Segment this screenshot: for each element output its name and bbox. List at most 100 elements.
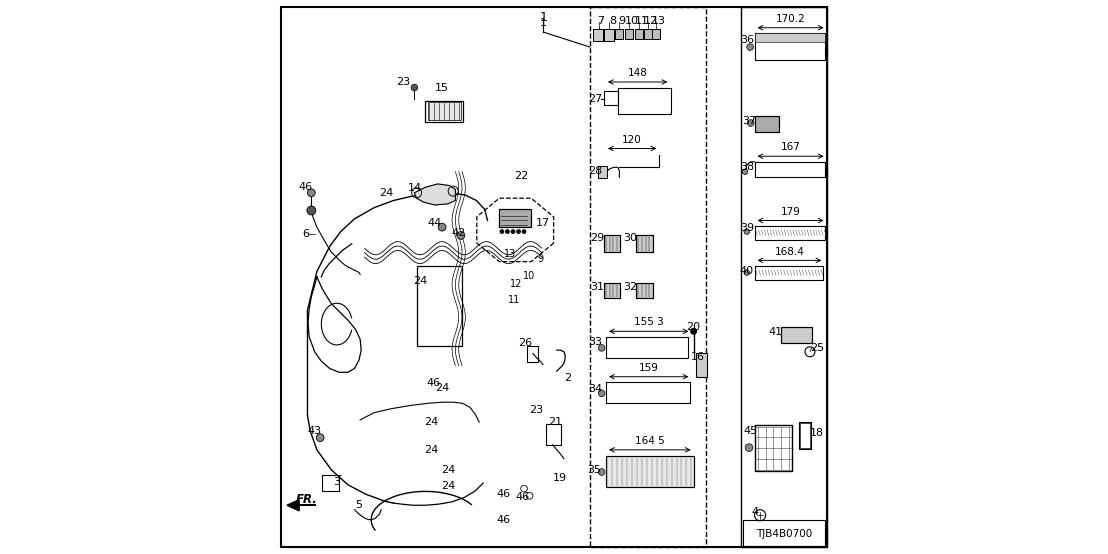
- Circle shape: [745, 229, 749, 234]
- Bar: [604, 91, 618, 105]
- Text: 35: 35: [587, 465, 601, 475]
- Text: 34: 34: [588, 384, 603, 394]
- Text: 1: 1: [540, 18, 546, 28]
- Circle shape: [598, 345, 605, 351]
- Text: 1: 1: [540, 11, 547, 24]
- Bar: [755, 425, 792, 471]
- Bar: [652, 29, 660, 39]
- Text: 14: 14: [408, 183, 421, 193]
- Text: 24: 24: [424, 417, 438, 427]
- Text: 168.4: 168.4: [774, 247, 804, 257]
- Circle shape: [501, 230, 503, 233]
- Text: 27: 27: [588, 94, 603, 104]
- Circle shape: [523, 230, 526, 233]
- Text: 8: 8: [609, 16, 616, 26]
- Bar: [417, 266, 462, 346]
- Text: 155 3: 155 3: [634, 317, 664, 327]
- Text: 2: 2: [564, 373, 571, 383]
- Bar: [604, 283, 620, 298]
- Bar: [425, 101, 463, 122]
- Bar: [799, 422, 811, 449]
- Polygon shape: [414, 184, 455, 205]
- Text: 18: 18: [810, 428, 824, 438]
- Circle shape: [307, 206, 316, 215]
- Text: 164 5: 164 5: [635, 436, 665, 446]
- Circle shape: [456, 232, 465, 239]
- Text: 30: 30: [624, 233, 637, 243]
- Circle shape: [598, 390, 605, 397]
- Text: 31: 31: [591, 282, 604, 292]
- Text: 159: 159: [639, 363, 658, 373]
- Bar: [636, 283, 653, 298]
- Bar: [618, 88, 671, 114]
- Text: 24: 24: [380, 188, 393, 198]
- Text: 6: 6: [302, 229, 309, 239]
- Bar: [428, 102, 461, 120]
- Bar: [625, 29, 633, 39]
- Bar: [781, 327, 812, 343]
- Bar: [589, 7, 707, 547]
- Circle shape: [317, 434, 324, 442]
- Bar: [615, 29, 623, 39]
- Text: FR.: FR.: [296, 493, 318, 506]
- Bar: [606, 456, 694, 487]
- Text: 46: 46: [496, 515, 510, 525]
- Text: 37: 37: [742, 116, 756, 126]
- Bar: [606, 382, 690, 403]
- Text: 46: 46: [299, 182, 312, 192]
- Text: 13: 13: [653, 16, 666, 26]
- Text: 17: 17: [536, 218, 550, 228]
- Text: 11: 11: [507, 295, 521, 305]
- Circle shape: [505, 230, 510, 233]
- Polygon shape: [287, 500, 299, 511]
- Text: 3: 3: [334, 477, 340, 487]
- Bar: [755, 116, 780, 132]
- Bar: [625, 29, 633, 39]
- Text: 22: 22: [514, 171, 527, 181]
- Bar: [604, 235, 620, 252]
- Bar: [604, 235, 620, 252]
- Circle shape: [411, 84, 418, 91]
- Bar: [615, 29, 623, 39]
- Text: 19: 19: [553, 473, 566, 483]
- Text: 38: 38: [740, 162, 753, 172]
- Bar: [322, 475, 339, 491]
- Text: 23: 23: [397, 77, 410, 87]
- Text: 41: 41: [769, 327, 782, 337]
- Bar: [594, 29, 603, 41]
- Circle shape: [742, 169, 748, 175]
- Bar: [546, 424, 562, 445]
- Text: 46: 46: [516, 493, 530, 502]
- Bar: [755, 266, 823, 280]
- Text: 42: 42: [452, 228, 465, 238]
- Text: 24: 24: [442, 481, 455, 491]
- Bar: [499, 209, 531, 227]
- Bar: [636, 283, 653, 298]
- Bar: [636, 235, 653, 252]
- Text: 21: 21: [548, 417, 562, 427]
- Circle shape: [438, 223, 445, 231]
- Circle shape: [748, 120, 755, 126]
- Text: 46: 46: [427, 378, 440, 388]
- Text: 45: 45: [743, 426, 758, 436]
- Text: 179: 179: [781, 207, 800, 217]
- Text: 170.2: 170.2: [776, 14, 806, 24]
- Bar: [755, 33, 825, 60]
- Text: 44: 44: [428, 218, 442, 228]
- Text: TJB4B0700: TJB4B0700: [757, 529, 812, 538]
- Text: 16: 16: [691, 352, 705, 362]
- Text: 4: 4: [751, 507, 758, 517]
- Circle shape: [512, 230, 515, 233]
- Text: 25: 25: [810, 343, 824, 353]
- Text: 13: 13: [503, 249, 516, 259]
- Bar: [604, 29, 614, 41]
- Text: 10: 10: [523, 271, 535, 281]
- Bar: [606, 456, 694, 487]
- Circle shape: [745, 444, 753, 452]
- Circle shape: [516, 230, 521, 233]
- Text: 12: 12: [510, 279, 523, 289]
- Bar: [644, 29, 652, 39]
- Text: 167: 167: [781, 142, 800, 152]
- Text: 7: 7: [597, 16, 605, 26]
- Bar: [636, 235, 653, 252]
